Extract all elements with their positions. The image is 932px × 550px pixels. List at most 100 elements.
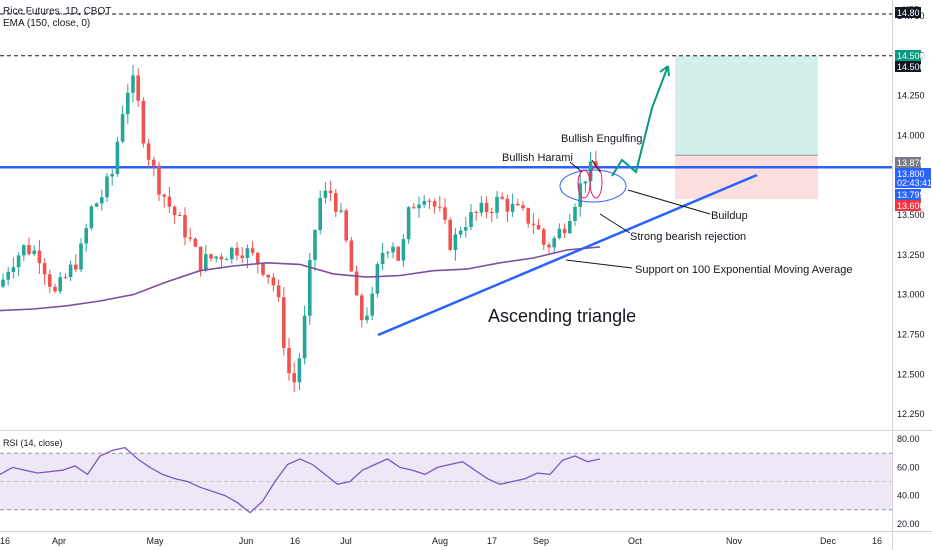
price-tag-top-dashed[interactable] (895, 7, 921, 18)
candle-body[interactable] (120, 114, 125, 142)
candle-body[interactable] (401, 239, 406, 261)
candle-body[interactable] (256, 252, 260, 264)
price-tag-stop[interactable] (895, 200, 921, 211)
candle-body[interactable] (27, 245, 31, 255)
price-tag-ema[interactable] (895, 189, 921, 200)
candle-body[interactable] (490, 211, 494, 213)
candle-body[interactable] (188, 237, 192, 239)
candle-body[interactable] (240, 255, 244, 258)
candle-body[interactable] (536, 224, 541, 230)
candle-body[interactable] (328, 190, 333, 194)
arrow-bullish-engulfing[interactable] (591, 159, 601, 173)
candle-body[interactable] (209, 254, 213, 259)
candle-body[interactable] (16, 255, 21, 268)
candle-body[interactable] (126, 92, 130, 115)
candle-body[interactable] (287, 348, 291, 374)
buildup-ellipse[interactable] (559, 169, 627, 203)
drawings[interactable] (377, 65, 758, 337)
ema-150-line[interactable] (0, 246, 601, 312)
price-tag-entry[interactable] (895, 157, 921, 168)
candle-body[interactable] (516, 203, 520, 206)
price-axis[interactable]: 14.75014.50014.25014.00013.75013.50013.2… (897, 11, 925, 419)
candle-body[interactable] (583, 181, 588, 184)
candle-body[interactable] (552, 238, 556, 248)
arrow-bullish-harami[interactable] (569, 161, 583, 173)
candle-body[interactable] (495, 196, 499, 213)
price-tag-target-top[interactable] (895, 50, 921, 61)
candle-body[interactable] (32, 250, 36, 255)
candle-body[interactable] (526, 208, 530, 224)
candle-body[interactable] (110, 173, 114, 177)
candle-body[interactable] (276, 285, 281, 298)
candle-body[interactable] (297, 358, 302, 383)
candle-body[interactable] (323, 190, 328, 198)
price-tag-last[interactable] (895, 168, 931, 188)
candle-body[interactable] (334, 193, 338, 212)
candle-body[interactable] (115, 141, 120, 174)
candle-body[interactable] (344, 210, 348, 241)
candle-body[interactable] (510, 203, 515, 212)
ema-legend[interactable]: EMA (150, close, 0) (3, 18, 90, 29)
candle-body[interactable] (219, 256, 224, 260)
candle-body[interactable] (594, 161, 598, 168)
symbol-title[interactable]: Rice Futures, 1D, CBOT (3, 6, 111, 17)
candle-body[interactable] (94, 203, 99, 207)
arrow-ema-support[interactable] (565, 259, 633, 269)
candle-body[interactable] (198, 246, 203, 271)
candle-body[interactable] (282, 297, 286, 349)
candle-body[interactable] (391, 246, 395, 253)
candle-body[interactable] (396, 246, 400, 261)
candle-body[interactable] (308, 260, 312, 316)
candle-body[interactable] (53, 286, 57, 292)
candle-body[interactable] (443, 207, 447, 220)
candle-body[interactable] (422, 200, 426, 205)
candle-body[interactable] (500, 196, 504, 199)
candle-body[interactable] (292, 373, 296, 383)
candle-body[interactable] (354, 271, 359, 296)
triangle-support-line[interactable] (377, 173, 758, 337)
candle-body[interactable] (224, 259, 229, 261)
candle-body[interactable] (167, 196, 172, 207)
candle-body[interactable] (1, 279, 5, 287)
candles[interactable] (1, 65, 598, 393)
candle-body[interactable] (521, 205, 525, 209)
arrow-buildup[interactable] (627, 189, 711, 215)
candle-body[interactable] (183, 215, 187, 238)
candle-body[interactable] (588, 161, 593, 182)
candle-body[interactable] (105, 176, 109, 198)
annotation-bullish-harami[interactable]: Bullish Harami (502, 152, 573, 164)
candle-body[interactable] (172, 206, 177, 215)
annotation-ascending-triangle[interactable]: Ascending triangle (488, 306, 636, 326)
candle-body[interactable] (360, 295, 364, 321)
candle-body[interactable] (386, 252, 390, 254)
projection-path[interactable] (611, 65, 669, 177)
stop-zone[interactable] (675, 155, 818, 200)
rsi-line[interactable] (0, 446, 601, 514)
engulfing-ellipse[interactable] (589, 165, 603, 199)
candle-body[interactable] (302, 315, 307, 359)
candle-body[interactable] (157, 165, 161, 195)
candle-body[interactable] (427, 200, 432, 202)
candle-body[interactable] (68, 264, 73, 278)
candle-body[interactable] (547, 244, 551, 248)
time-axis[interactable]: 16 Apr May Jun 16 Jul Aug 17 Sep Oct Nov Dec 16 (0, 536, 882, 546)
candle-body[interactable] (230, 247, 234, 260)
candle-body[interactable] (469, 211, 473, 228)
candle-body[interactable] (474, 211, 478, 213)
candle-body[interactable] (235, 247, 239, 256)
candle-body[interactable] (365, 315, 369, 321)
price-tag-target-line[interactable] (895, 61, 921, 72)
candle-body[interactable] (406, 207, 411, 240)
candle-body[interactable] (432, 201, 437, 207)
annotation-bearish-rejection[interactable]: Strong bearish rejection (630, 231, 746, 243)
candle-body[interactable] (531, 223, 536, 225)
candle-body[interactable] (136, 75, 140, 101)
candle-body[interactable] (63, 277, 68, 279)
candle-body[interactable] (542, 229, 546, 245)
candle-body[interactable] (79, 243, 83, 270)
candle-body[interactable] (58, 277, 62, 292)
annotation-bullish-engulfing[interactable]: Bullish Engulfing (561, 133, 642, 145)
ema-line[interactable] (0, 246, 601, 312)
candle-body[interactable] (375, 264, 380, 294)
